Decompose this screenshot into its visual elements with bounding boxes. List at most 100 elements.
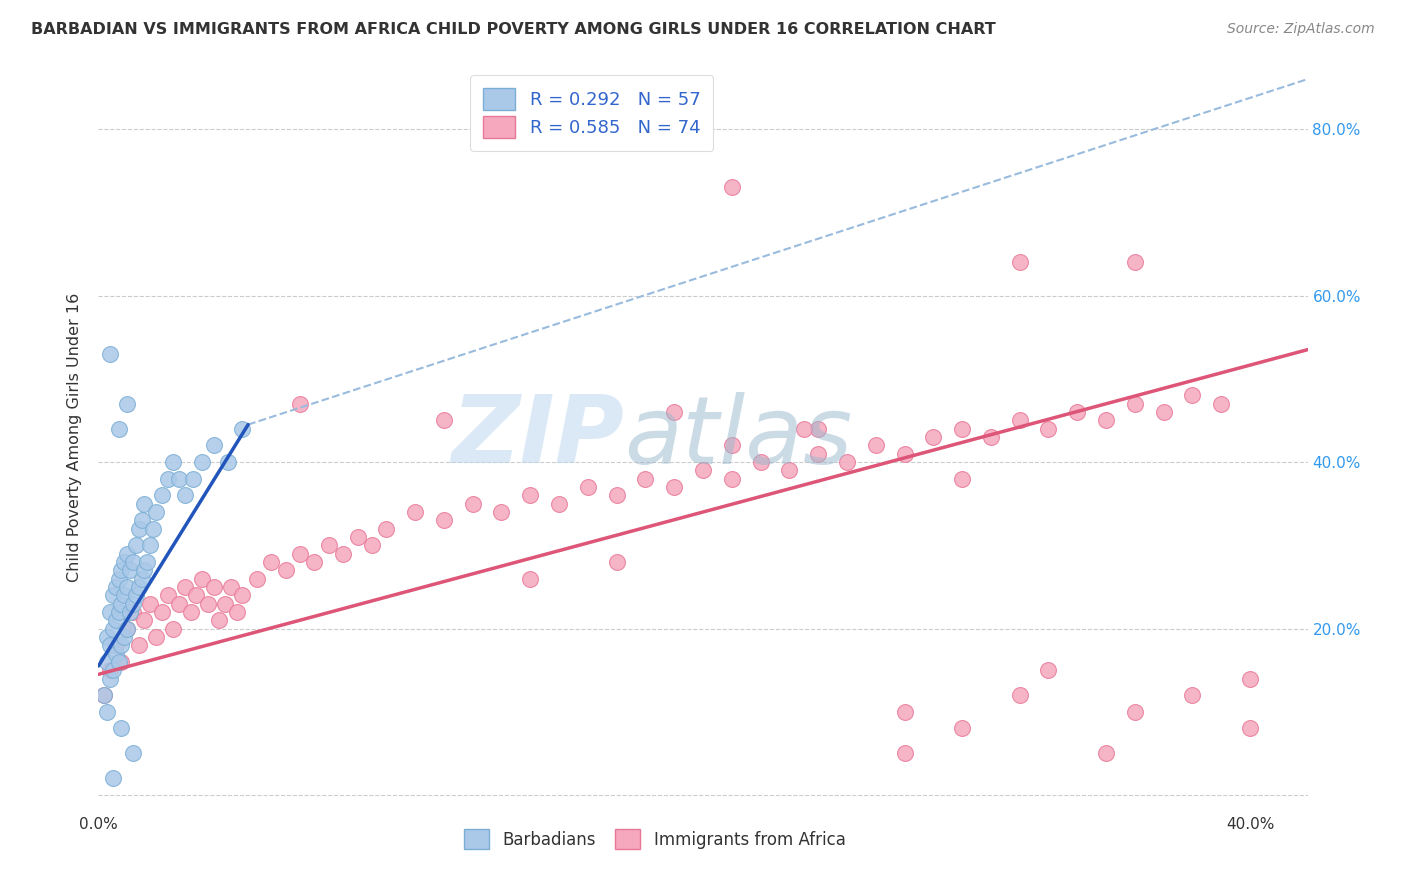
Point [186, 588, 208, 602]
Point [101, 772, 124, 786]
Point [217, 455, 239, 469]
Point [807, 422, 830, 436]
Point [1038, 422, 1060, 436]
Point [1095, 413, 1118, 427]
Point [225, 605, 247, 619]
Point [150, 605, 173, 619]
Point [122, 605, 145, 619]
Point [519, 488, 541, 502]
Point [180, 605, 202, 619]
Point [145, 630, 167, 644]
Point [167, 472, 190, 486]
Point [231, 422, 253, 436]
Point [1181, 688, 1204, 702]
Point [104, 638, 127, 652]
Point [346, 530, 368, 544]
Point [720, 438, 742, 452]
Point [720, 180, 742, 194]
Point [125, 588, 148, 602]
Point [191, 455, 214, 469]
Point [120, 605, 142, 619]
Point [183, 472, 205, 486]
Point [139, 538, 162, 552]
Point [1239, 722, 1261, 736]
Point [142, 522, 165, 536]
Point [134, 563, 156, 577]
Point [548, 497, 571, 511]
Point [1008, 255, 1031, 269]
Point [893, 747, 915, 761]
Point [1008, 413, 1031, 427]
Point [98, 663, 121, 677]
Point [173, 488, 195, 502]
Point [361, 538, 384, 552]
Point [835, 455, 858, 469]
Point [96, 655, 118, 669]
Point [115, 622, 138, 636]
Point [260, 555, 283, 569]
Point [104, 613, 127, 627]
Point [288, 547, 311, 561]
Legend: Barbadians, Immigrants from Africa: Barbadians, Immigrants from Africa [457, 822, 852, 855]
Point [107, 572, 129, 586]
Point [793, 422, 815, 436]
Point [98, 347, 121, 361]
Point [120, 563, 142, 577]
Point [101, 588, 124, 602]
Point [1123, 397, 1146, 411]
Point [1153, 405, 1175, 419]
Point [576, 480, 599, 494]
Point [112, 555, 135, 569]
Point [1123, 705, 1146, 719]
Text: ZIP: ZIP [451, 391, 624, 483]
Point [1038, 663, 1060, 677]
Point [433, 513, 456, 527]
Point [893, 447, 915, 461]
Point [96, 630, 118, 644]
Point [128, 522, 150, 536]
Point [110, 655, 132, 669]
Point [922, 430, 945, 444]
Point [104, 647, 127, 661]
Point [131, 513, 153, 527]
Point [980, 430, 1002, 444]
Point [749, 455, 772, 469]
Point [404, 505, 426, 519]
Point [375, 522, 398, 536]
Point [107, 655, 129, 669]
Point [519, 572, 541, 586]
Point [115, 580, 138, 594]
Point [98, 605, 121, 619]
Point [1239, 672, 1261, 686]
Point [112, 588, 135, 602]
Point [101, 622, 124, 636]
Point [197, 597, 219, 611]
Point [162, 455, 184, 469]
Point [125, 538, 148, 552]
Point [191, 572, 214, 586]
Point [807, 447, 830, 461]
Point [115, 622, 138, 636]
Point [1066, 405, 1088, 419]
Point [110, 722, 132, 736]
Point [131, 572, 153, 586]
Point [664, 405, 686, 419]
Point [104, 580, 127, 594]
Point [167, 597, 190, 611]
Point [664, 480, 686, 494]
Point [318, 538, 340, 552]
Point [950, 422, 973, 436]
Point [115, 397, 138, 411]
Point [202, 580, 225, 594]
Point [128, 638, 150, 652]
Point [134, 497, 156, 511]
Point [110, 638, 132, 652]
Point [1123, 255, 1146, 269]
Point [950, 472, 973, 486]
Point [150, 488, 173, 502]
Point [136, 555, 159, 569]
Point [304, 555, 326, 569]
Point [274, 563, 297, 577]
Point [93, 688, 115, 702]
Point [98, 672, 121, 686]
